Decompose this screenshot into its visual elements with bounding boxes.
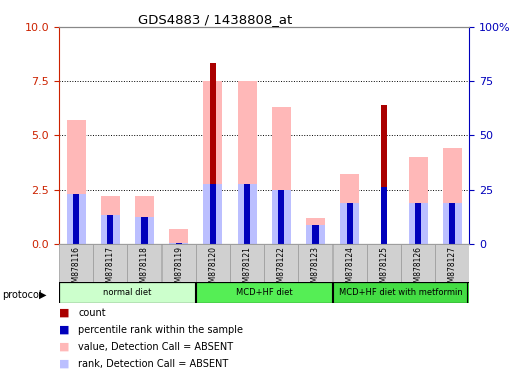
Text: rank, Detection Call = ABSENT: rank, Detection Call = ABSENT [78,359,229,369]
Bar [306,225,325,244]
FancyBboxPatch shape [59,244,93,282]
Text: GSM878127: GSM878127 [448,246,457,292]
Bar [306,218,325,244]
FancyBboxPatch shape [162,244,195,282]
Bar [409,157,427,244]
Bar [142,217,148,244]
Bar [409,203,427,244]
Bar [381,105,387,244]
Text: ■: ■ [59,342,69,352]
FancyBboxPatch shape [59,282,195,303]
Text: ■: ■ [59,308,69,318]
Text: ■: ■ [59,359,69,369]
Text: GSM878120: GSM878120 [208,246,218,292]
Text: GSM878126: GSM878126 [413,246,423,292]
Bar [449,203,456,244]
Bar [443,203,462,244]
Text: GSM878116: GSM878116 [72,246,81,292]
Bar [415,203,421,244]
Bar [175,243,182,244]
Text: percentile rank within the sample: percentile rank within the sample [78,325,244,335]
Bar [272,107,291,244]
Bar [169,228,188,244]
Text: protocol: protocol [3,290,42,300]
Bar [210,63,216,244]
Bar [210,184,216,244]
FancyBboxPatch shape [196,282,332,303]
Bar [67,194,86,244]
Bar [340,203,359,244]
FancyBboxPatch shape [333,244,367,282]
Bar [278,190,284,244]
Bar [238,81,256,244]
Text: GSM878123: GSM878123 [311,246,320,292]
Text: MCD+HF diet with metformin: MCD+HF diet with metformin [339,288,463,297]
FancyBboxPatch shape [333,282,469,303]
FancyBboxPatch shape [128,244,162,282]
Text: GSM878121: GSM878121 [243,246,251,291]
Text: ■: ■ [59,325,69,335]
Bar [101,215,120,244]
Text: count: count [78,308,106,318]
FancyBboxPatch shape [367,244,401,282]
Text: MCD+HF diet: MCD+HF diet [236,288,292,297]
Bar [101,196,120,244]
Text: normal diet: normal diet [103,288,151,297]
Text: GSM878119: GSM878119 [174,246,183,292]
Text: GSM878118: GSM878118 [140,246,149,291]
FancyBboxPatch shape [196,244,230,282]
Bar [73,194,79,244]
Bar [238,184,256,244]
FancyBboxPatch shape [299,244,332,282]
Bar [340,174,359,244]
Bar [135,196,154,244]
Bar [312,225,319,244]
Text: GSM878122: GSM878122 [277,246,286,291]
Bar [347,203,353,244]
Text: GSM878125: GSM878125 [380,246,388,292]
FancyBboxPatch shape [436,244,469,282]
Bar [67,120,86,244]
Bar [204,81,222,244]
FancyBboxPatch shape [230,244,264,282]
Bar [204,184,222,244]
Text: value, Detection Call = ABSENT: value, Detection Call = ABSENT [78,342,233,352]
FancyBboxPatch shape [264,244,298,282]
Bar [272,190,291,244]
Bar [381,187,387,244]
Bar [443,148,462,244]
Text: GSM878124: GSM878124 [345,246,354,292]
Text: GDS4883 / 1438808_at: GDS4883 / 1438808_at [139,13,292,26]
Text: ▶: ▶ [39,290,46,300]
Bar [169,243,188,244]
Text: GSM878117: GSM878117 [106,246,115,292]
FancyBboxPatch shape [93,244,127,282]
Bar [135,217,154,244]
Bar [107,215,113,244]
Bar [244,184,250,244]
FancyBboxPatch shape [401,244,435,282]
